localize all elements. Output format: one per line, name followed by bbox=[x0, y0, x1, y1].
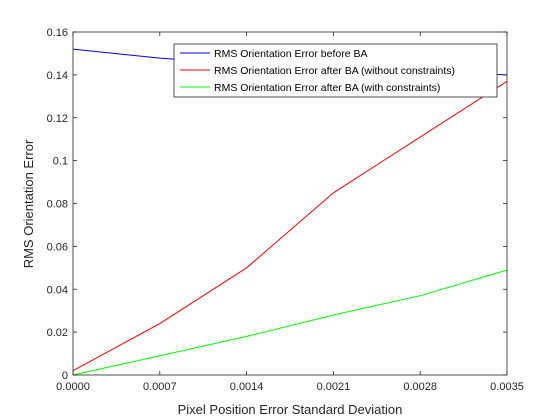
x-tick-label: 0.0000 bbox=[56, 381, 90, 393]
y-tick-label: 0.08 bbox=[47, 199, 68, 211]
legend-label-3: RMS Orientation Error after BA (with con… bbox=[214, 82, 440, 94]
legend: RMS Orientation Error before BA RMS Orien… bbox=[173, 43, 498, 98]
series-line-2 bbox=[72, 80, 508, 372]
y-tick-label: 0.02 bbox=[47, 327, 68, 339]
x-tick-label: 0.0014 bbox=[230, 381, 264, 393]
x-tick-label: 0.0021 bbox=[317, 381, 351, 393]
x-tick-label: 0.0035 bbox=[490, 381, 524, 393]
legend-box bbox=[173, 43, 498, 98]
x-tick-label: 0.0007 bbox=[143, 381, 177, 393]
x-axis-title: Pixel Position Error Standard Deviation bbox=[178, 402, 403, 417]
y-tick-label: 0.12 bbox=[47, 113, 68, 125]
y-tick-label: 0.14 bbox=[47, 70, 68, 82]
series-line-3 bbox=[72, 269, 508, 376]
y-tick-label: 0.16 bbox=[47, 27, 68, 39]
x-tick-label: 0.0028 bbox=[403, 381, 437, 393]
legend-label-1: RMS Orientation Error before BA bbox=[214, 48, 367, 60]
axes-layer: 0.0000 0.0007 0.0014 0.0021 0.0028 0.0035 0 0.0… bbox=[47, 27, 524, 393]
y-tick-label: 0.06 bbox=[47, 241, 68, 253]
y-tick-label: 0.1 bbox=[53, 156, 68, 168]
y-axis-title: RMS Orientation Error bbox=[21, 139, 36, 268]
y-tick-label: 0 bbox=[62, 370, 68, 382]
y-tick-label: 0.04 bbox=[47, 284, 68, 296]
legend-label-2: RMS Orientation Error after BA (without … bbox=[214, 65, 455, 77]
